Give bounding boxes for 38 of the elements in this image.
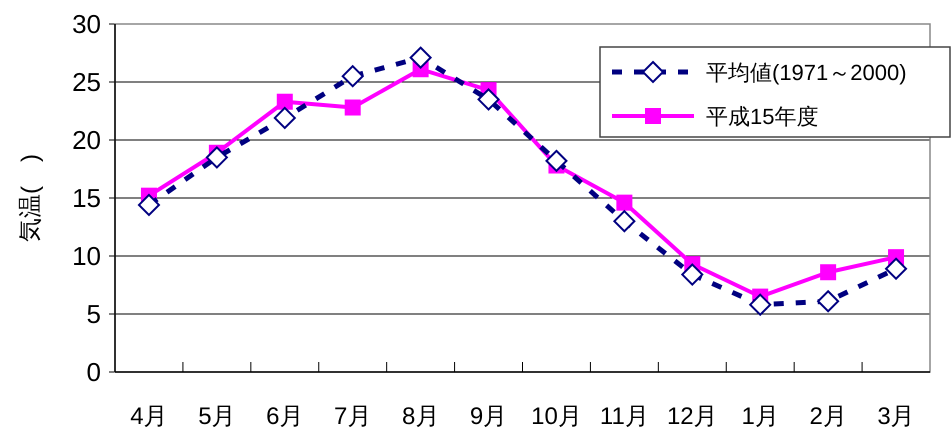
point: [206, 146, 228, 168]
x-tick-label: 7月: [334, 403, 372, 430]
y-tick-label: 15: [72, 183, 101, 213]
x-tick-label: 5月: [198, 403, 236, 430]
y-axis-title: 気温( ): [17, 154, 44, 242]
point: [274, 106, 296, 129]
x-tick-label: 10月: [531, 403, 582, 430]
legend-label: 平均値(1971～2000): [706, 60, 907, 85]
x-tick-label: 2月: [809, 403, 847, 430]
x-tick-label: 11月: [600, 403, 649, 430]
point: [749, 294, 772, 316]
x-tick-label: 4月: [130, 403, 168, 430]
x-tick-label: 1月: [742, 403, 779, 430]
x-tick-label: 9月: [470, 403, 508, 430]
point: [681, 264, 704, 286]
x-tick-label: 8月: [402, 403, 440, 430]
point: [342, 65, 364, 88]
y-tick-label: 30: [72, 9, 101, 39]
point: [616, 194, 632, 211]
x-tick-label: 12月: [666, 403, 718, 430]
legend-label: 平成15年度: [706, 104, 818, 129]
y-tick-label: 5: [86, 299, 101, 329]
point: [138, 194, 160, 216]
point: [276, 94, 293, 110]
point: [344, 100, 361, 116]
point: [820, 264, 836, 280]
point: [885, 258, 908, 280]
point: [817, 290, 840, 312]
point: [545, 150, 568, 172]
y-tick-label: 20: [72, 125, 101, 155]
x-tick-label: 3月: [877, 403, 915, 430]
point: [478, 88, 500, 110]
point: [613, 210, 636, 232]
point: [410, 46, 432, 69]
y-tick-label: 0: [86, 357, 101, 387]
y-tick-label: 10: [72, 241, 101, 271]
x-tick-label: 6月: [266, 403, 304, 430]
y-tick-label: 25: [72, 67, 101, 97]
